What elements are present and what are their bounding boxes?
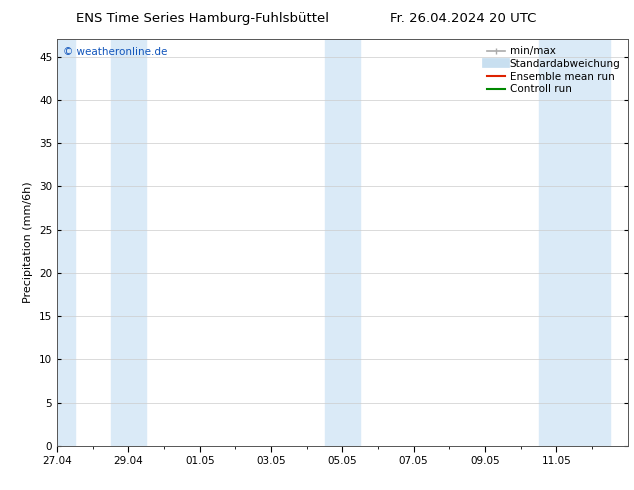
Bar — [538, 39, 610, 446]
Bar — [110, 39, 146, 446]
Text: Fr. 26.04.2024 20 UTC: Fr. 26.04.2024 20 UTC — [390, 12, 536, 25]
Y-axis label: Precipitation (mm/6h): Precipitation (mm/6h) — [23, 182, 34, 303]
Legend: min/max, Standardabweichung, Ensemble mean run, Controll run: min/max, Standardabweichung, Ensemble me… — [484, 45, 623, 97]
Bar — [325, 39, 360, 446]
Bar — [57, 39, 75, 446]
Text: © weatheronline.de: © weatheronline.de — [63, 48, 167, 57]
Text: ENS Time Series Hamburg-Fuhlsbüttel: ENS Time Series Hamburg-Fuhlsbüttel — [76, 12, 330, 25]
